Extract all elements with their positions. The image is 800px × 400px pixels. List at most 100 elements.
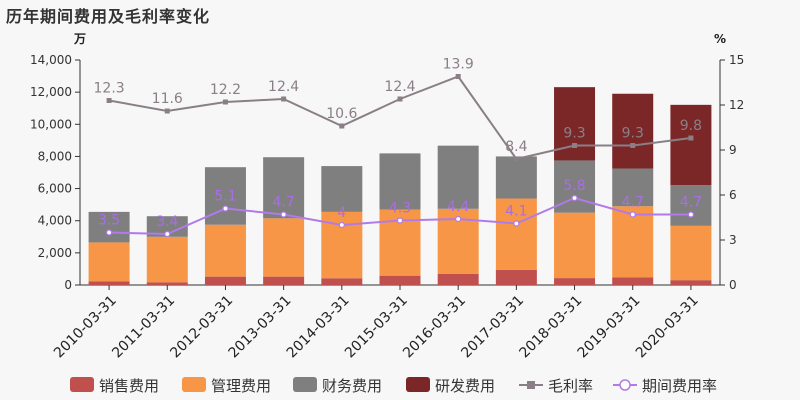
bar-sales	[612, 277, 654, 285]
x-tick-label: 2020-03-31	[633, 293, 702, 362]
gross-margin-data-label: 12.4	[268, 79, 299, 95]
bar-sales	[495, 269, 537, 285]
gross-margin-data-label: 9.8	[680, 118, 702, 134]
period-expense-rate-data-label: 4	[337, 205, 346, 221]
bar-sales	[379, 275, 421, 285]
bar-admin	[670, 225, 712, 281]
gross-margin-point	[164, 108, 170, 114]
bar-sales	[204, 276, 246, 285]
gross-margin-point	[397, 96, 403, 102]
period-expense-rate-point	[687, 211, 695, 218]
bar-sales	[437, 273, 479, 285]
left-tick-label: 8,000	[38, 149, 72, 163]
bar-sales	[263, 276, 305, 285]
period-expense-rate-point	[396, 217, 404, 224]
period-expense-rate-point	[164, 230, 171, 238]
gross-margin-point	[455, 74, 461, 79]
left-tick-label: 4,000	[38, 214, 72, 228]
legend-swatch	[293, 377, 317, 392]
legend-marker	[619, 379, 631, 391]
gross-margin-point	[572, 143, 578, 148]
right-tick-label: 15	[729, 53, 744, 67]
bar-finance	[263, 157, 305, 219]
gross-margin-data-label: 12.4	[384, 79, 415, 95]
bar-finance	[437, 145, 479, 209]
bar-admin	[263, 218, 305, 277]
period-expense-rate-data-label: 4.1	[505, 204, 527, 220]
period-expense-rate-data-label: 5.8	[563, 178, 585, 194]
bar-finance	[379, 153, 421, 210]
left-tick-label: 14,000	[30, 53, 72, 67]
legend-label: 研发费用	[435, 377, 495, 395]
bar-finance	[612, 168, 654, 207]
bar-sales	[146, 282, 188, 285]
bar-admin	[612, 206, 654, 278]
period-expense-rate-data-label: 4.3	[389, 201, 411, 217]
period-expense-rate-data-label: 4.7	[622, 195, 644, 211]
bar-sales	[321, 278, 363, 285]
period-expense-rate-data-label: 5.1	[214, 189, 236, 205]
gross-margin-point	[513, 156, 519, 162]
gross-margin-data-label: 12.3	[94, 81, 125, 97]
period-expense-rate-data-label: 4.7	[680, 195, 702, 211]
legend-label: 期间费用率	[642, 377, 717, 395]
bar-finance	[88, 211, 130, 243]
left-unit-label: 万	[73, 32, 86, 46]
period-expense-rate-data-label: 4.4	[447, 199, 469, 215]
period-expense-rate-data-label: 3.4	[156, 214, 178, 230]
gross-margin-data-label: 11.6	[152, 91, 183, 107]
bar-sales	[554, 278, 596, 285]
legend-label: 销售费用	[99, 377, 159, 395]
bar-admin	[554, 212, 596, 279]
bar-sales	[88, 281, 130, 285]
bar-finance	[495, 156, 537, 199]
bar-admin	[88, 242, 130, 282]
gross-margin-point	[339, 123, 345, 129]
period-expense-rate-data-label: 3.5	[98, 213, 120, 229]
left-tick-label: 0	[64, 278, 72, 292]
bar-admin	[146, 236, 188, 283]
period-expense-rate-point	[338, 221, 345, 229]
gross-margin-data-label: 8.4	[505, 139, 527, 155]
chart-title: 历年期间费用及毛利率变化	[6, 7, 211, 26]
right-tick-label: 6	[729, 188, 737, 202]
period-expense-rate-point	[455, 215, 462, 223]
bar-finance	[670, 185, 712, 226]
legend-swatch	[406, 377, 430, 392]
period-expense-rate-point	[280, 211, 287, 218]
legend-swatch	[70, 377, 94, 392]
gross-margin-data-label: 9.3	[622, 126, 644, 142]
legend-label: 毛利率	[548, 377, 593, 395]
gross-margin-data-label: 9.3	[563, 126, 585, 142]
bar-admin	[495, 198, 537, 270]
period-expense-rate-data-label: 4.7	[273, 195, 295, 211]
legend-marker	[527, 381, 535, 389]
legend-label: 财务费用	[322, 377, 382, 395]
gross-margin-data-label: 13.9	[443, 57, 474, 73]
left-tick-label: 12,000	[30, 85, 72, 99]
bar-rd	[612, 93, 654, 169]
gross-margin-point	[688, 135, 694, 141]
period-expense-rate-point	[571, 194, 578, 202]
bar-rd	[670, 104, 712, 186]
gross-margin-data-label: 12.2	[210, 82, 241, 98]
right-unit-label: %	[714, 32, 726, 46]
bar-finance	[321, 166, 363, 212]
gross-margin-point	[281, 96, 287, 102]
bar-admin	[204, 224, 246, 277]
period-expense-rate-point	[629, 211, 636, 218]
right-tick-label: 0	[729, 278, 737, 292]
period-expense-rate-point	[222, 205, 229, 212]
period-expense-rate-point	[105, 229, 113, 236]
legend-label: 管理费用	[211, 377, 271, 395]
gross-margin-point	[106, 98, 112, 103]
bar-finance	[146, 216, 188, 237]
gross-margin-point	[630, 143, 636, 148]
gross-margin-data-label: 10.6	[326, 106, 357, 122]
right-tick-label: 3	[729, 233, 737, 247]
period-expense-rate-point	[513, 220, 520, 227]
left-tick-label: 10,000	[30, 117, 72, 131]
gross-margin-point	[222, 99, 228, 105]
right-tick-label: 12	[729, 98, 744, 112]
